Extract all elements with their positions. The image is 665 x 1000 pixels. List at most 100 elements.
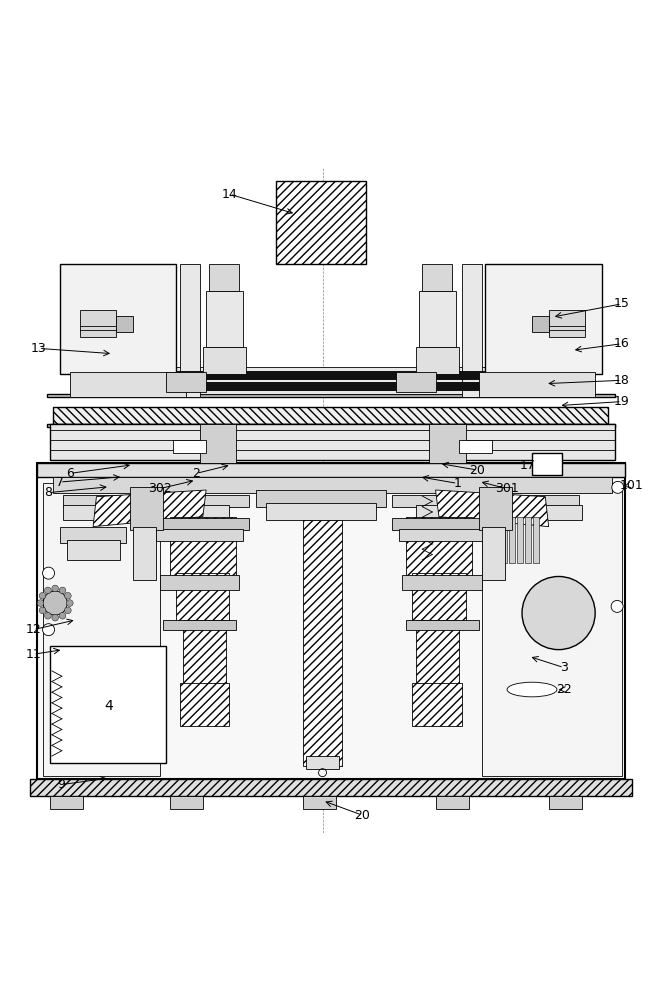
Text: 8: 8	[44, 486, 52, 499]
Polygon shape	[93, 490, 206, 527]
Bar	[60, 527, 126, 543]
Text: 4: 4	[104, 699, 113, 713]
Circle shape	[59, 612, 66, 619]
Circle shape	[45, 587, 51, 594]
Bar	[256, 490, 386, 507]
Circle shape	[43, 591, 67, 615]
Bar	[166, 372, 206, 392]
Text: 3: 3	[560, 661, 568, 674]
Bar	[30, 779, 632, 796]
Circle shape	[522, 576, 595, 650]
Bar	[485, 264, 602, 374]
Bar	[37, 463, 625, 779]
Circle shape	[52, 614, 59, 621]
Bar	[176, 573, 229, 623]
Circle shape	[43, 567, 55, 579]
Bar	[50, 796, 83, 809]
Bar	[47, 394, 615, 397]
Bar	[180, 683, 229, 726]
Bar	[392, 518, 492, 530]
Bar	[532, 453, 562, 475]
Bar	[392, 495, 579, 507]
Bar	[66, 540, 120, 560]
Circle shape	[37, 600, 44, 606]
Bar	[76, 382, 589, 390]
Circle shape	[39, 607, 46, 614]
Circle shape	[43, 624, 55, 636]
Bar	[399, 529, 485, 541]
Bar	[150, 518, 249, 530]
Circle shape	[611, 600, 623, 612]
Bar	[53, 477, 612, 493]
Bar	[37, 463, 625, 477]
Circle shape	[66, 600, 73, 606]
Text: 12: 12	[25, 623, 41, 636]
Text: 20: 20	[354, 809, 370, 822]
Bar	[412, 683, 462, 726]
Text: 7: 7	[56, 476, 64, 489]
Bar	[422, 264, 452, 291]
Circle shape	[45, 612, 51, 619]
Bar	[549, 310, 585, 337]
Bar	[206, 291, 243, 347]
Bar	[200, 424, 236, 463]
Bar	[163, 620, 236, 630]
Bar	[482, 527, 505, 580]
Bar	[419, 291, 456, 347]
Bar	[459, 440, 492, 453]
Circle shape	[612, 481, 624, 493]
Text: 19: 19	[614, 395, 630, 408]
Ellipse shape	[507, 682, 557, 697]
Bar	[479, 372, 595, 397]
Bar	[406, 620, 479, 630]
Text: 17: 17	[519, 459, 535, 472]
Bar	[509, 517, 515, 563]
Text: 101: 101	[620, 479, 644, 492]
Circle shape	[65, 592, 71, 599]
Bar	[76, 371, 589, 379]
Bar	[549, 796, 582, 809]
Bar	[47, 424, 615, 427]
Bar	[156, 529, 243, 541]
Text: 20: 20	[469, 464, 485, 477]
Bar	[63, 495, 249, 507]
Text: 14: 14	[221, 188, 237, 201]
Bar	[50, 646, 166, 763]
Text: 6: 6	[66, 467, 74, 480]
Text: 1: 1	[454, 477, 462, 490]
Bar	[412, 573, 466, 623]
Circle shape	[52, 585, 59, 592]
Bar	[501, 517, 507, 563]
Bar	[160, 575, 239, 590]
Text: 13: 13	[31, 342, 47, 355]
Text: 22: 22	[556, 683, 572, 696]
Bar	[133, 527, 156, 580]
Text: 11: 11	[25, 648, 41, 661]
Bar	[416, 620, 459, 686]
Bar	[203, 347, 246, 374]
Bar	[60, 264, 176, 374]
Text: 2: 2	[192, 467, 200, 480]
Bar	[130, 487, 163, 530]
Text: 302: 302	[148, 482, 172, 495]
Bar	[533, 517, 539, 563]
Circle shape	[65, 607, 71, 614]
Bar	[429, 424, 466, 463]
Text: 18: 18	[614, 374, 630, 387]
Bar	[209, 264, 239, 291]
Bar	[532, 316, 549, 332]
Bar	[479, 487, 512, 530]
Bar	[402, 575, 482, 590]
Bar	[80, 310, 116, 337]
Bar	[525, 517, 531, 563]
Bar	[485, 517, 491, 563]
Bar	[170, 517, 236, 576]
Bar	[276, 181, 366, 264]
Bar	[266, 503, 376, 520]
Bar	[396, 372, 436, 392]
Bar	[436, 796, 469, 809]
Text: 16: 16	[614, 337, 630, 350]
Bar	[517, 517, 523, 563]
Bar	[50, 424, 615, 460]
Bar	[180, 264, 200, 397]
